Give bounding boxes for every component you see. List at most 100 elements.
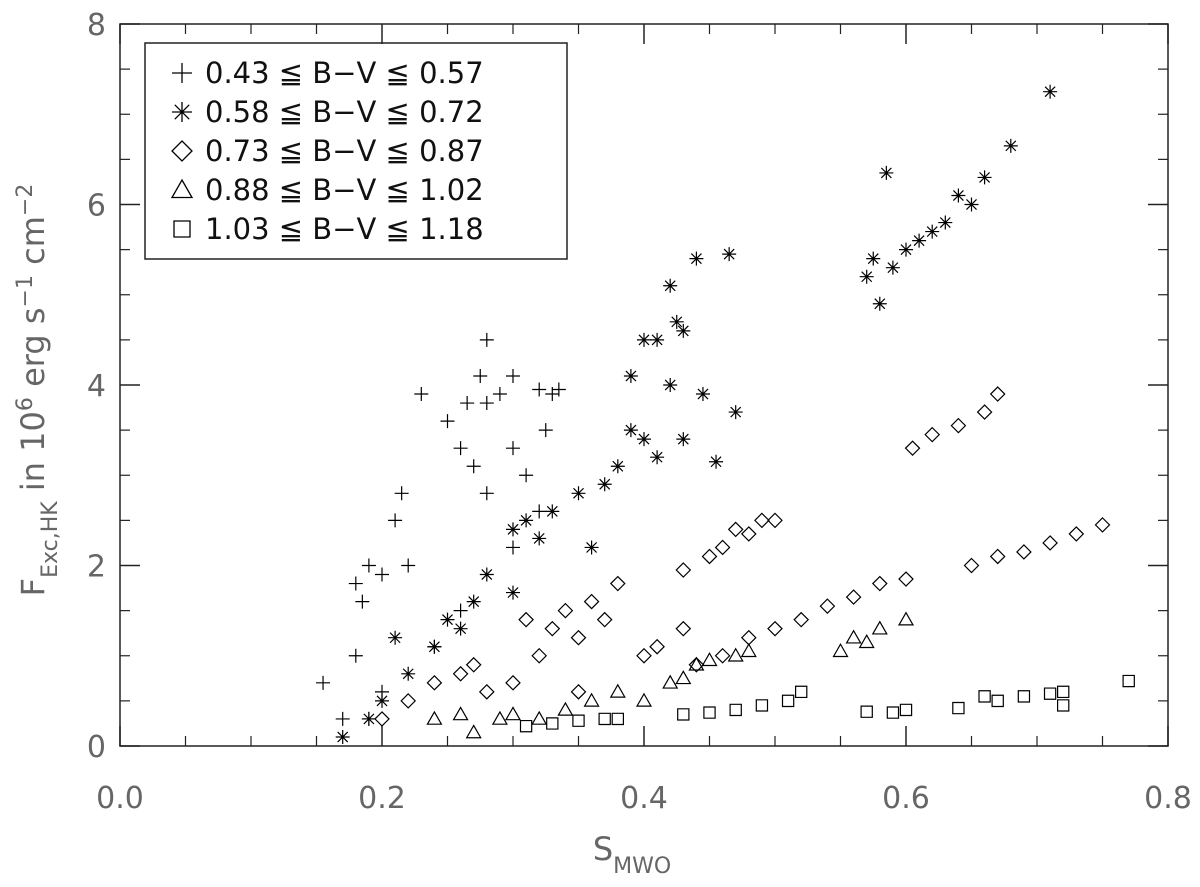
point [610, 459, 625, 474]
point [755, 699, 769, 712]
legend-label: 0.73 ≦ B−V ≦ 0.87 [205, 134, 484, 168]
point [348, 648, 363, 663]
point [675, 562, 692, 578]
point [355, 594, 370, 609]
legend-marker [171, 140, 193, 162]
point [506, 368, 520, 383]
point [426, 710, 443, 725]
point [991, 694, 1004, 708]
x-tick-label: 0.2 [358, 781, 406, 816]
legend-marker [170, 178, 194, 199]
point [427, 639, 442, 654]
point [688, 656, 705, 673]
point [689, 251, 704, 266]
point [952, 701, 965, 715]
point [729, 703, 742, 717]
legend-marker [173, 220, 191, 238]
point [976, 404, 993, 420]
point [886, 706, 900, 719]
y-axis-label-part: −1 [13, 275, 38, 307]
point [491, 710, 508, 725]
point [531, 647, 548, 664]
point [440, 612, 455, 627]
y-axis-label-part: cm [14, 216, 52, 275]
point [727, 521, 744, 538]
point [885, 260, 900, 275]
point [492, 387, 507, 402]
point [872, 296, 887, 311]
point [453, 621, 468, 636]
point [871, 620, 888, 635]
point [505, 674, 521, 691]
point [519, 468, 534, 483]
point [650, 450, 665, 465]
point [1042, 535, 1058, 551]
legend-label: 0.58 ≦ B−V ≦ 0.72 [205, 95, 484, 129]
y-axis-label-part: F [14, 578, 52, 596]
point [866, 251, 881, 266]
point [860, 705, 873, 718]
point [637, 332, 651, 347]
point [571, 486, 586, 501]
legend-marker [172, 102, 192, 122]
point [584, 540, 599, 555]
point [676, 432, 691, 447]
point [925, 224, 940, 239]
y-axis-label-part: Exc,HK [38, 501, 63, 578]
point [675, 670, 692, 685]
point [316, 675, 331, 690]
point [609, 575, 626, 592]
point [465, 656, 482, 673]
point [572, 714, 585, 727]
point [989, 548, 1006, 565]
point [819, 598, 836, 614]
point [557, 701, 574, 716]
point [375, 567, 389, 582]
point [401, 558, 416, 573]
point [1057, 685, 1070, 699]
point [1003, 138, 1018, 153]
point [532, 531, 547, 546]
point [912, 233, 927, 248]
legend-box [144, 42, 568, 260]
x-axis-label-part: S [593, 830, 613, 868]
point [924, 426, 941, 443]
point [506, 540, 520, 555]
point [845, 589, 862, 605]
point [989, 386, 1006, 402]
point [650, 332, 665, 347]
point [871, 575, 888, 592]
point [754, 512, 770, 529]
point [714, 647, 731, 664]
point [637, 432, 651, 447]
point [636, 647, 652, 664]
point [557, 602, 574, 619]
point [453, 603, 468, 618]
y-axis-label: FExc,HK in 106 erg s−1 cm−2 [13, 184, 63, 597]
point [899, 242, 913, 257]
point [374, 711, 390, 727]
point [859, 269, 874, 284]
point [570, 629, 587, 646]
point [767, 512, 783, 529]
point [361, 558, 376, 573]
point [531, 710, 548, 725]
point [583, 593, 600, 610]
point [767, 620, 783, 637]
point [727, 647, 744, 662]
x-tick-label: 0.0 [96, 781, 144, 816]
legend-label: 0.43 ≦ B−V ≦ 0.57 [205, 56, 484, 90]
point [532, 504, 547, 519]
point [414, 387, 429, 402]
point [1016, 544, 1032, 560]
point [479, 567, 494, 582]
point [701, 548, 718, 565]
point [701, 652, 718, 667]
point [570, 684, 587, 700]
point [728, 405, 743, 420]
point [1094, 517, 1111, 533]
point [722, 247, 737, 262]
point [714, 539, 731, 556]
point [466, 459, 481, 474]
